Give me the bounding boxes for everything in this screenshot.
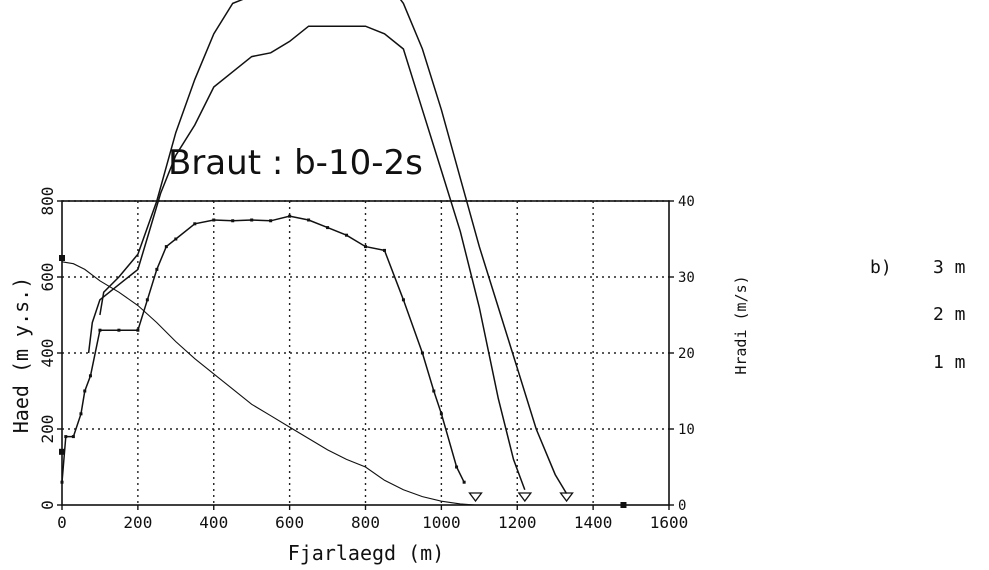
y2-axis-label: Hradi (m/s) <box>732 275 750 374</box>
x-tick-label: 1000 <box>422 513 461 532</box>
end-marker-1 <box>468 492 483 503</box>
y2-tick-label: 30 <box>678 270 695 286</box>
x-tick-label: 600 <box>275 513 304 532</box>
series-point <box>136 328 140 332</box>
end-marker-3 <box>559 492 574 503</box>
point-marker <box>59 448 65 455</box>
y-tick-label: 200 <box>38 415 57 444</box>
series-point <box>71 435 75 439</box>
series-point <box>401 298 405 302</box>
series-point <box>250 218 254 222</box>
x-axis-label: Fjarlaegd (m) <box>288 541 445 565</box>
series-line-0 <box>61 261 476 506</box>
y-tick-label: 600 <box>38 263 57 292</box>
series-line-2 <box>87 25 526 491</box>
series-point <box>382 248 386 252</box>
series-point <box>432 389 436 393</box>
series-point <box>88 374 92 378</box>
series-point <box>193 222 197 226</box>
series-point <box>326 226 330 230</box>
series-line-1 <box>61 215 465 483</box>
tick-labels: 0 200 400 600 800 1000 1200 1400 160002004006008… <box>38 187 695 532</box>
x-tick-label: 0 <box>57 513 67 532</box>
series-point <box>420 351 424 355</box>
x-tick-label: 1400 <box>574 513 613 532</box>
series-point <box>145 298 149 302</box>
series-point <box>231 219 235 223</box>
point-marker <box>59 255 65 261</box>
series-point <box>307 218 311 222</box>
chart-title: Braut : b-10-2s <box>168 143 423 183</box>
x-tick-label: 1200 <box>498 513 537 532</box>
y-tick-label: 400 <box>38 339 57 368</box>
point-marker <box>620 502 627 508</box>
y-axis-label: Haed (m y.s.) <box>9 277 33 434</box>
legend-label-2m: 2 m <box>933 304 966 325</box>
series-point <box>174 237 178 241</box>
legend: b) 3 m 2 m 1 m <box>870 257 966 373</box>
y2-tick-label: 40 <box>678 194 695 210</box>
series-line-3 <box>99 0 568 494</box>
series-group <box>60 0 568 506</box>
series-point <box>364 245 367 249</box>
x-tick-label: 200 <box>123 513 152 532</box>
series-point <box>269 219 273 223</box>
legend-label-1m: 1 m <box>933 352 966 373</box>
legend-label-3m: 3 m <box>933 257 966 278</box>
y2-tick-label: 10 <box>678 422 695 438</box>
series-point <box>164 245 168 249</box>
y2-tick-label: 20 <box>678 346 695 362</box>
series-point <box>79 412 83 416</box>
series-point <box>288 214 292 218</box>
y-tick-label: 0 <box>38 500 57 510</box>
series-point <box>462 480 466 484</box>
series-point <box>455 465 459 469</box>
x-tick-label: 800 <box>351 513 380 532</box>
series-point <box>64 435 68 439</box>
y2-tick-label: 0 <box>678 498 686 514</box>
x-tick-label: 400 <box>199 513 228 532</box>
series-point <box>439 412 443 416</box>
series-point <box>212 218 216 222</box>
marker-group <box>59 255 627 508</box>
series-point <box>117 328 121 332</box>
series-point <box>98 328 102 332</box>
series-point <box>345 233 349 237</box>
legend-prefix: b) <box>870 257 892 278</box>
series-point <box>60 480 64 484</box>
end-marker-2 <box>517 492 533 503</box>
y-tick-label: 800 <box>38 187 57 216</box>
series-point <box>155 267 159 271</box>
x-tick-label: 1600 <box>650 513 689 532</box>
series-point <box>83 389 87 393</box>
